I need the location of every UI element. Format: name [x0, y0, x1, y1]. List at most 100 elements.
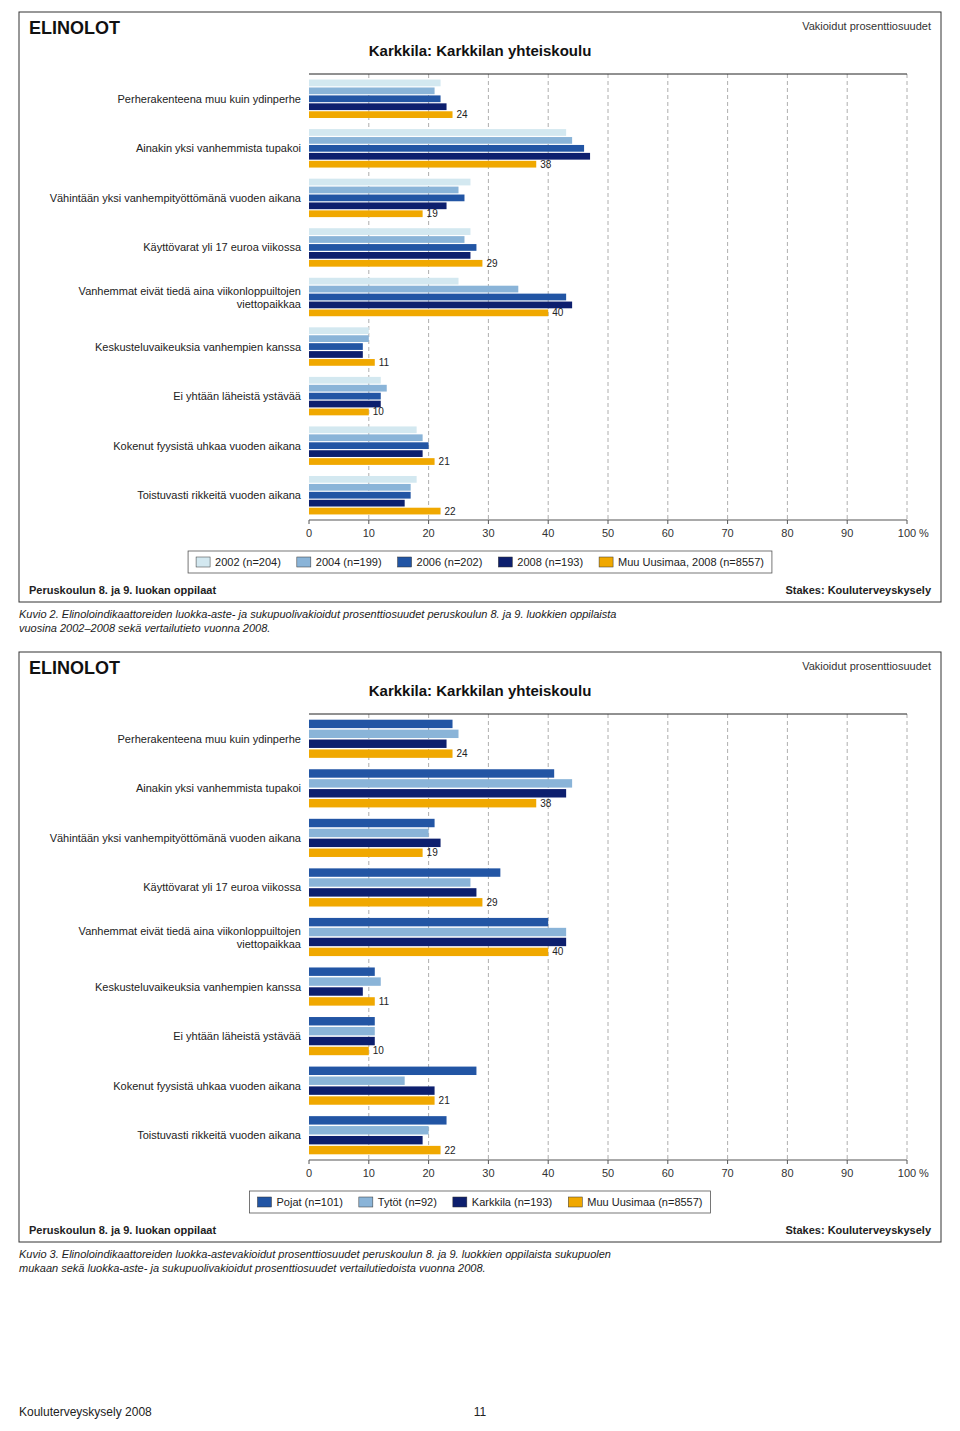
legend-swatch: [297, 557, 311, 567]
data-label: 11: [379, 996, 390, 1007]
legend-entry: 2008 (n=193): [517, 556, 583, 568]
tick-label: 0: [306, 527, 312, 539]
data-label: 29: [486, 897, 498, 908]
bar: [309, 294, 566, 301]
tick-label: 40: [542, 1167, 554, 1179]
bar: [309, 740, 447, 748]
bar: [309, 1027, 375, 1035]
data-label: 22: [445, 506, 457, 517]
bar: [309, 401, 381, 408]
tick-mark: [608, 1160, 609, 1164]
footer-left: Peruskoulun 8. ja 9. luokan oppilaat: [29, 1224, 216, 1236]
bar: [309, 977, 381, 985]
category-label: Perherakenteena muu kuin ydinperhe: [118, 93, 301, 105]
tick-mark: [548, 520, 549, 524]
legend-swatch: [453, 1197, 467, 1207]
bar: [309, 878, 470, 886]
bar: [309, 145, 584, 152]
bar: [309, 95, 441, 102]
title: Karkkila: Karkkilan yhteiskoulu: [369, 682, 592, 699]
tick-label: 50: [602, 1167, 614, 1179]
legend-frame: [188, 551, 772, 573]
grid-line: [667, 714, 668, 1160]
legend-swatch: [196, 557, 210, 567]
bar: [309, 1017, 375, 1025]
tick-mark: [368, 520, 369, 524]
bar: [309, 1126, 429, 1134]
data-label: 29: [486, 258, 498, 269]
bar: [309, 286, 518, 293]
grid-line: [847, 74, 848, 520]
top-right-label: Vakioidut prosenttiosuudet: [802, 660, 931, 672]
legend-swatch: [498, 557, 512, 567]
tick-mark: [847, 520, 848, 524]
data-label: 10: [373, 406, 385, 417]
category-label: Keskusteluvaikeuksia vanhempien kanssa: [95, 981, 302, 993]
section-label: ELINOLOT: [29, 18, 120, 38]
bar: [309, 1047, 369, 1055]
bar: [309, 195, 464, 202]
bar: [309, 137, 572, 144]
bar: [309, 948, 548, 956]
category-label: Perherakenteena muu kuin ydinperhe: [118, 733, 301, 745]
x-axis-line: [309, 1160, 907, 1161]
grid-line: [907, 714, 908, 1160]
bar: [309, 161, 536, 168]
tick-mark: [907, 520, 908, 524]
bar: [309, 236, 464, 243]
legend-entry: Tytöt (n=92): [378, 1196, 437, 1208]
category-label: Vanhemmat eivät tiedä aina viikonloppuil…: [79, 925, 302, 950]
legend-entry: Karkkila (n=193): [472, 1196, 552, 1208]
tick-mark: [428, 520, 429, 524]
bar: [309, 111, 453, 118]
bar: [309, 789, 566, 797]
bar: [309, 187, 459, 194]
tick-mark: [428, 1160, 429, 1164]
grid-line: [727, 74, 728, 520]
grid-line: [847, 714, 848, 1160]
data-label: 22: [445, 1145, 457, 1156]
caption: Kuvio 2. Elinoloindikaattoreiden luokka-…: [19, 608, 616, 634]
panel-frame: [19, 652, 941, 1242]
bar: [309, 779, 572, 787]
bars: [309, 80, 590, 515]
bar: [309, 749, 453, 757]
legend-swatch: [398, 557, 412, 567]
tick-label: 60: [662, 527, 674, 539]
axis-label: %: [919, 527, 929, 539]
category-label: Toistuvasti rikkeitä vuoden aikana: [137, 1129, 302, 1141]
legend: Pojat (n=101)Tytöt (n=92)Karkkila (n=193…: [249, 1191, 710, 1213]
bar: [309, 987, 363, 995]
bar: [309, 450, 423, 457]
bar: [309, 484, 411, 491]
bars: [309, 720, 572, 1155]
category-label: Kokenut fyysistä uhkaa vuoden aikana: [113, 1080, 302, 1092]
grid-line: [608, 714, 609, 1160]
bar: [309, 967, 375, 975]
bar: [309, 1136, 423, 1144]
data-label: 24: [457, 748, 469, 759]
tick-mark: [608, 520, 609, 524]
data-label: 21: [439, 1095, 451, 1106]
legend-entry: Muu Uusimaa, 2008 (n=8557): [618, 556, 764, 568]
category-label: Ei yhtään läheistä ystävää: [173, 1030, 302, 1042]
data-label: 40: [552, 307, 564, 318]
category-label: Ainakin yksi vanhemmista tupakoi: [136, 782, 301, 794]
bar: [309, 1086, 435, 1094]
category-label: Ainakin yksi vanhemmista tupakoi: [136, 142, 301, 154]
grid-line: [787, 714, 788, 1160]
grid-line: [667, 74, 668, 520]
legend: 2002 (n=204)2004 (n=199)2006 (n=202)2008…: [188, 551, 772, 573]
category-label: Vähintään yksi vanhempityöttömänä vuoden…: [50, 832, 302, 844]
bar: [309, 500, 405, 507]
grid-line: [608, 74, 609, 520]
category-label: Toistuvasti rikkeitä vuoden aikana: [137, 489, 302, 501]
tick-label: 100: [898, 1167, 916, 1179]
bar: [309, 476, 417, 483]
x-axis-line: [309, 520, 907, 521]
tick-mark: [787, 520, 788, 524]
data-label: 21: [439, 456, 451, 467]
data-label: 38: [540, 159, 552, 170]
category-label: Ei yhtään läheistä ystävää: [173, 390, 302, 402]
bar: [309, 1146, 441, 1154]
